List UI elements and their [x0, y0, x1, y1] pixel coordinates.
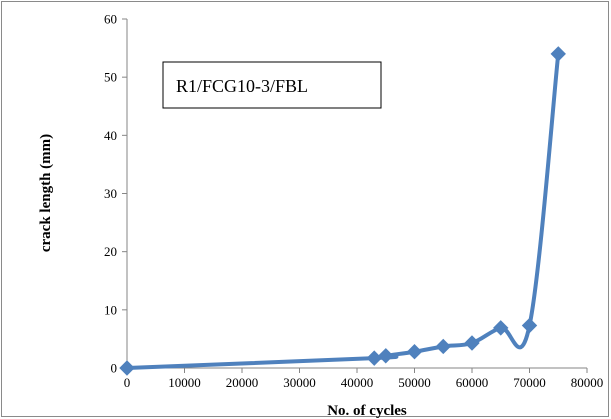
x-tick-label: 0: [124, 375, 131, 390]
data-point-marker: [523, 319, 537, 333]
y-tick-label: 50: [104, 70, 117, 85]
y-tick-label: 40: [104, 128, 117, 143]
data-point-marker: [436, 339, 450, 353]
y-tick-label: 10: [104, 302, 117, 317]
annotation-layer: R1/FCG10-3/FBL: [163, 62, 381, 108]
x-tick-label: 30000: [283, 375, 316, 390]
data-point-marker: [551, 47, 565, 61]
x-axis-title: No. of cycles: [327, 403, 407, 419]
y-tick-label: 20: [104, 244, 117, 259]
data-point-marker: [120, 361, 134, 375]
x-tick-label: 10000: [168, 375, 201, 390]
y-tick-label: 30: [104, 186, 117, 201]
x-tick-label: 70000: [513, 375, 546, 390]
y-axis-title: crack length (mm): [38, 134, 54, 252]
y-tick-label: 0: [111, 361, 118, 376]
y-tick-label: 60: [104, 12, 117, 27]
x-tick-label: 80000: [571, 375, 604, 390]
x-tick-label: 40000: [341, 375, 374, 390]
data-point-marker: [367, 351, 381, 365]
annotation-label: R1/FCG10-3/FBL: [176, 76, 308, 96]
data-point-marker: [465, 336, 479, 350]
x-tick-label: 60000: [456, 375, 489, 390]
data-point-marker: [408, 345, 422, 359]
x-tick-label: 20000: [226, 375, 259, 390]
x-tick-label: 50000: [398, 375, 431, 390]
data-point-marker: [379, 349, 393, 363]
